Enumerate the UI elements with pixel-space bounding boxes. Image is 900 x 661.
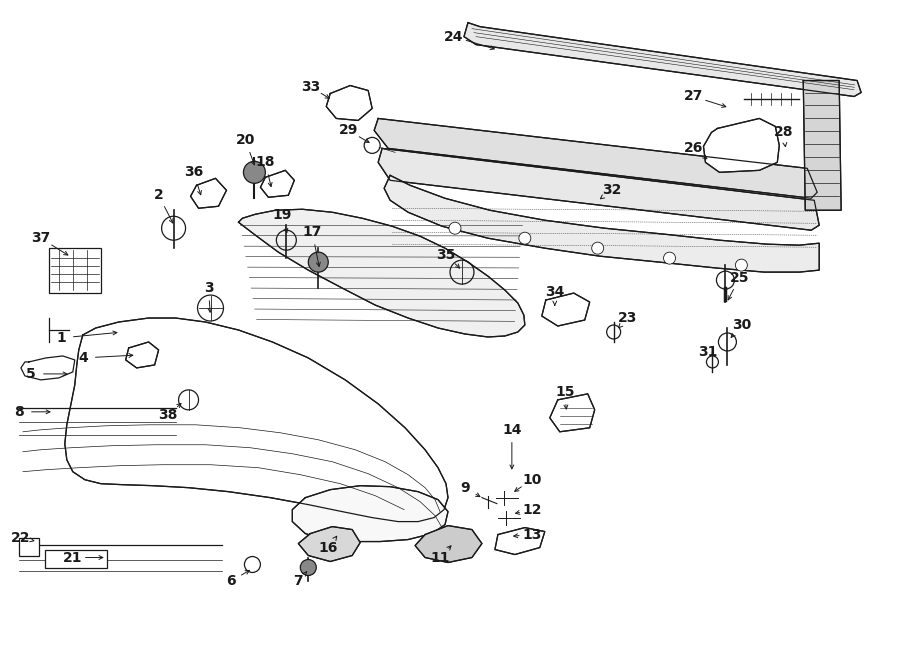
Text: 21: 21 (63, 551, 83, 564)
Bar (45, 549, 107, 568)
Polygon shape (378, 148, 819, 230)
Text: 19: 19 (273, 208, 292, 222)
Polygon shape (495, 527, 544, 555)
Text: 27: 27 (684, 89, 703, 104)
Circle shape (243, 161, 266, 183)
Text: 9: 9 (460, 481, 470, 494)
Polygon shape (704, 118, 779, 173)
Text: 5: 5 (26, 367, 36, 381)
Text: 24: 24 (445, 30, 464, 44)
Text: 23: 23 (618, 311, 637, 325)
Circle shape (519, 232, 531, 244)
Circle shape (735, 259, 747, 271)
Text: 29: 29 (338, 124, 358, 137)
Text: 6: 6 (226, 574, 235, 588)
Text: 31: 31 (698, 345, 717, 359)
Polygon shape (464, 22, 861, 97)
Polygon shape (542, 293, 590, 326)
Polygon shape (384, 175, 819, 272)
Text: 3: 3 (203, 281, 213, 295)
Text: 8: 8 (14, 405, 23, 419)
Polygon shape (292, 486, 448, 541)
Bar (49, 248, 101, 293)
Text: 18: 18 (256, 155, 275, 169)
Polygon shape (260, 171, 294, 197)
Text: 35: 35 (436, 248, 455, 262)
Text: 32: 32 (602, 183, 621, 197)
Text: 10: 10 (522, 473, 542, 486)
Bar (19, 537, 39, 555)
Text: 17: 17 (302, 225, 322, 239)
Polygon shape (804, 81, 842, 210)
Text: 37: 37 (32, 231, 50, 245)
Polygon shape (550, 394, 595, 432)
Circle shape (309, 252, 328, 272)
Text: 14: 14 (502, 423, 522, 437)
Text: 26: 26 (684, 141, 703, 155)
Circle shape (301, 559, 316, 576)
Text: 30: 30 (732, 318, 751, 332)
Text: 15: 15 (555, 385, 574, 399)
Polygon shape (374, 118, 817, 198)
Text: 1: 1 (56, 331, 66, 345)
Text: 33: 33 (301, 79, 320, 93)
Polygon shape (238, 210, 525, 337)
Text: 2: 2 (154, 188, 164, 202)
Text: 28: 28 (773, 126, 793, 139)
Text: 4: 4 (78, 351, 87, 365)
Text: 34: 34 (545, 285, 564, 299)
Polygon shape (327, 85, 373, 120)
Text: 36: 36 (184, 165, 203, 179)
Circle shape (449, 222, 461, 234)
Polygon shape (126, 342, 158, 368)
Text: 16: 16 (319, 541, 338, 555)
Text: 13: 13 (522, 527, 542, 541)
Text: 7: 7 (293, 574, 303, 588)
Text: 20: 20 (236, 134, 255, 147)
Polygon shape (415, 525, 482, 563)
Text: 22: 22 (11, 531, 31, 545)
Text: 12: 12 (522, 502, 542, 517)
Polygon shape (191, 178, 227, 208)
Text: 38: 38 (158, 408, 177, 422)
Circle shape (591, 242, 604, 254)
Text: 25: 25 (730, 271, 749, 285)
Text: 11: 11 (430, 551, 450, 564)
Polygon shape (298, 527, 360, 561)
Polygon shape (65, 318, 448, 522)
Circle shape (663, 252, 676, 264)
